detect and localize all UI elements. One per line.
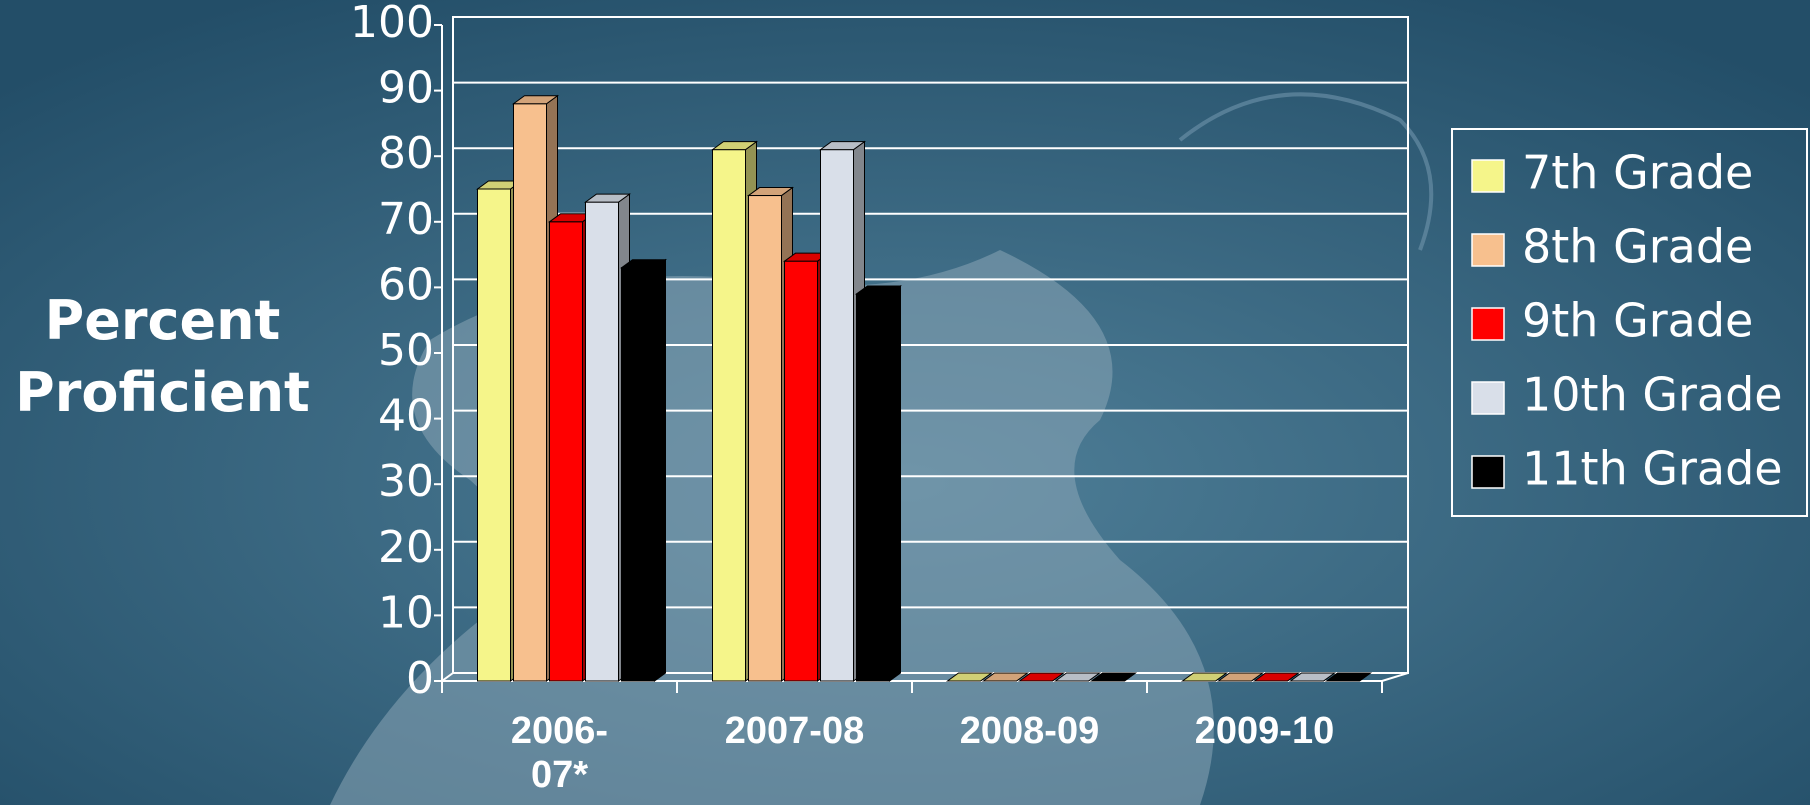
x-tick-label: 2006-07* [486, 709, 634, 797]
bar-front [857, 294, 890, 681]
bar [857, 286, 901, 681]
x-tick-label: 2009-10 [1191, 709, 1339, 753]
y-tick-label: 0 [406, 653, 434, 704]
x-tick-label: 2007-08 [721, 709, 869, 753]
bar-side [655, 260, 666, 681]
y-tick-label: 10 [378, 587, 434, 638]
legend-label: 11th Grade [1522, 442, 1783, 496]
bar-front [514, 104, 547, 681]
y-tick-label: 50 [378, 325, 434, 376]
y-tick-label: 20 [378, 522, 434, 573]
legend-swatch [1472, 456, 1504, 488]
y-tick-label: 30 [378, 456, 434, 507]
legend-swatch [1472, 160, 1504, 192]
bar-front [550, 222, 583, 681]
bar-front [478, 189, 511, 681]
page: 0 10 20 30 40 50 60 70 80 90 100 7th Grade 8th Grade… [0, 0, 1810, 805]
y-tick-label: 100 [350, 0, 434, 48]
legend-swatch [1472, 308, 1504, 340]
bar-front [749, 196, 782, 681]
legend-swatch [1472, 234, 1504, 266]
y-axis-label: Percent Proficient [10, 285, 315, 429]
bar-side [890, 286, 901, 681]
legend-label: 7th Grade [1522, 146, 1753, 200]
x-tick-label: 2008-09 [956, 709, 1104, 753]
legend-label: 9th Grade [1522, 294, 1753, 348]
y-tick-label: 80 [378, 128, 434, 179]
legend-swatch [1472, 382, 1504, 414]
bar-front [622, 268, 655, 681]
y-tick-label: 40 [378, 391, 434, 442]
y-tick-label: 90 [378, 63, 434, 114]
bar-front [586, 202, 619, 681]
bar-front [821, 150, 854, 681]
bar-front [713, 150, 746, 681]
bar [622, 260, 666, 681]
y-tick-label: 70 [378, 194, 434, 245]
legend-label: 8th Grade [1522, 220, 1753, 274]
legend-label: 10th Grade [1522, 368, 1783, 422]
y-tick-label: 60 [378, 259, 434, 310]
bar-front [785, 261, 818, 681]
